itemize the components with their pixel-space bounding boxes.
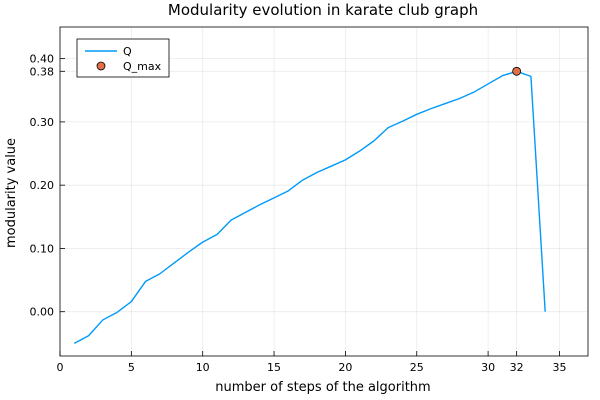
legend-box — [76, 38, 170, 78]
legend-swatch-Q_max — [96, 61, 106, 71]
plot-frame — [59, 26, 589, 357]
legend-label-Q_max: Q_max — [123, 60, 162, 73]
x-tick-label: 35 — [552, 361, 566, 374]
chart-title: Modularity evolution in karate club grap… — [168, 1, 478, 19]
series-layer — [73, 70, 546, 344]
x-tick-label: 15 — [267, 361, 281, 374]
y-tick-label: 0.30 — [30, 116, 55, 129]
x-tick-label: 10 — [196, 361, 210, 374]
plot-area-border — [59, 26, 589, 357]
x-axis: 0 5 10 15 20 25 30 32 35 — [57, 351, 566, 374]
legend-label-Q: Q — [123, 45, 132, 58]
y-tick-label: 0.38 — [30, 65, 55, 78]
x-tick-label: 25 — [410, 361, 424, 374]
marker-Q_max — [512, 66, 522, 76]
x-tick-label: 5 — [128, 361, 135, 374]
y-tick-label: 0.00 — [30, 306, 55, 319]
y-tick-label: 0.40 — [30, 53, 55, 66]
legend: Q Q_max — [76, 38, 170, 78]
y-tick-label: 0.20 — [30, 179, 55, 192]
x-tick-label: 20 — [338, 361, 352, 374]
x-tick-label: 30 — [481, 361, 495, 374]
series-line-Q — [73, 70, 546, 344]
marker-layer — [512, 66, 522, 76]
x-tick-label: 0 — [57, 361, 64, 374]
x-axis-label: number of steps of the algorithm — [215, 380, 430, 395]
y-axis-label: modularity value — [4, 138, 19, 248]
y-tick-label: 0.10 — [30, 242, 55, 255]
x-tick-label: 32 — [510, 361, 524, 374]
y-axis: 0.00 0.10 0.20 0.30 0.380.40 — [30, 53, 65, 319]
grid — [59, 27, 588, 356]
